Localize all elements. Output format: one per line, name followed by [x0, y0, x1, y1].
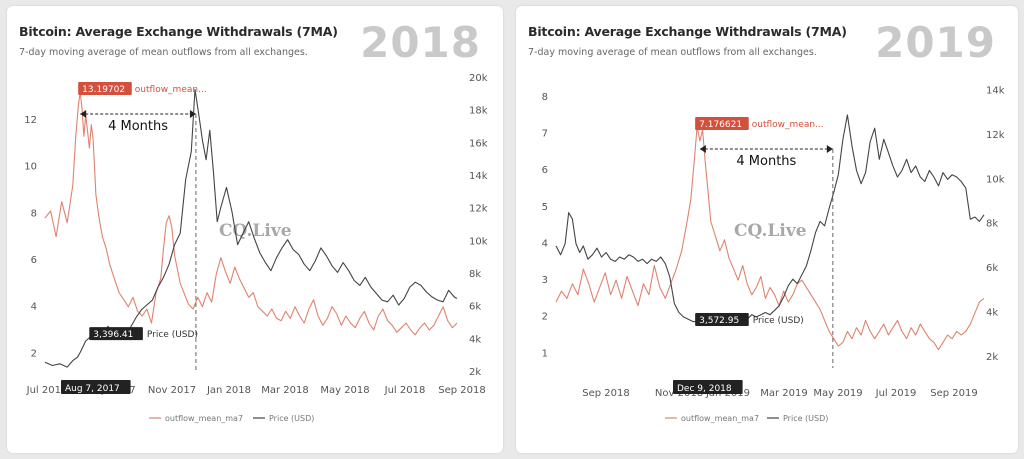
legend-outflow-label: outflow_mean_ma7: [681, 414, 759, 423]
price-value-box: [695, 312, 749, 326]
y-left-tick-label: 7: [542, 129, 548, 140]
x-tick-label: Sep 2019: [930, 388, 977, 399]
y-left-tick-label: 6: [542, 165, 548, 176]
y-left-tick-label: 4: [31, 302, 37, 313]
y-left-tick-label: 10: [24, 162, 37, 173]
y-right-tick-label: 2k: [469, 367, 481, 378]
arrow-head-right: [826, 145, 833, 154]
y-left-tick-label: 4: [542, 238, 548, 249]
chart-panel-2018: Bitcoin: Average Exchange Withdrawals (7…: [7, 6, 503, 453]
y-left-tick-label: 5: [542, 202, 548, 213]
y-right-tick-label: 14k: [469, 171, 488, 182]
arrow-head-left: [80, 110, 87, 118]
price-value-label: 3,572.95: [699, 316, 739, 326]
price-series-line: [555, 114, 985, 325]
x-tick-label: Sep 2018: [438, 385, 485, 396]
x-tick-label: Nov 2017: [148, 385, 196, 396]
peak-series-label: outflow_mean...: [752, 120, 824, 130]
x-tick-label: Mar 2018: [261, 385, 309, 396]
y-right-tick-label: 12k: [469, 204, 488, 215]
y-right-tick-label: 10k: [469, 236, 488, 247]
outflow-series-line: [44, 91, 458, 336]
chart-title: Bitcoin: Average Exchange Withdrawals (7…: [528, 24, 847, 39]
outflow-series-line: [555, 126, 985, 351]
y-right-tick-label: 20k: [469, 73, 488, 84]
annotation-label: 4 Months: [736, 154, 796, 169]
x-tick-label: May 2018: [320, 385, 369, 396]
y-right-tick-label: 18k: [469, 106, 488, 117]
y-left-tick-label: 2: [542, 312, 548, 323]
y-right-tick-label: 8k: [469, 269, 481, 280]
x-tick-label: Jul 2019: [875, 388, 917, 399]
price-series-label: Price (USD): [753, 316, 804, 326]
y-right-tick-label: 4k: [986, 307, 998, 318]
arrow-head-left: [699, 145, 706, 154]
y-left-tick-label: 8: [542, 92, 548, 103]
annotation-label: 4 Months: [108, 119, 168, 134]
x-tick-label: Sep 2018: [582, 388, 629, 399]
price-series-line: [44, 88, 458, 368]
date-label: Aug 7, 2017: [65, 384, 120, 394]
y-right-tick-label: 12k: [986, 130, 1005, 141]
price-value-label: 3,396.41: [93, 330, 133, 340]
x-tick-label: Mar 2019: [760, 388, 808, 399]
y-right-tick-label: 6k: [986, 263, 998, 274]
y-right-tick-label: 10k: [986, 174, 1005, 185]
legend-price-label: Price (USD): [783, 414, 828, 423]
price-series-label: Price (USD): [147, 330, 198, 340]
chart-svg-2018: CQ.Live 2 4 6 8 10 12 2k 4k 6k 8k 10k 12k 14k 16k 18k 20…: [24, 73, 488, 423]
x-tick-label: Jul 2018: [384, 385, 426, 396]
y-right-tick-label: 2k: [986, 352, 998, 363]
watermark-text: CQ.Live: [219, 221, 292, 241]
x-tick-label: May 2019: [813, 388, 862, 399]
x-tick-label: Jan 2018: [206, 385, 251, 396]
y-left-tick-label: 6: [31, 255, 37, 266]
peak-value-label: 7.176621: [699, 120, 742, 130]
legend-price-label: Price (USD): [269, 414, 314, 423]
chart-svg-2019: CQ.Live 1 2 3 4 5 6 7 8 2k 4k 6k 8k 10k 12k 14k Sep 2018…: [542, 85, 1005, 423]
chart-title: Bitcoin: Average Exchange Withdrawals (7…: [19, 24, 338, 39]
x-tick-label: Jul 2017: [26, 385, 68, 396]
peak-series-label: outflow_mean...: [135, 85, 207, 95]
legend-outflow-label: outflow_mean_ma7: [165, 414, 243, 423]
watermark-text: CQ.Live: [734, 221, 807, 241]
chart-subtitle: 7-day moving average of mean outflows fr…: [528, 47, 817, 58]
y-left-tick-label: 3: [542, 275, 548, 286]
year-label: 2018: [360, 18, 481, 67]
price-value-box: [89, 327, 143, 341]
y-left-tick-label: 8: [31, 208, 37, 219]
peak-value-label: 13.19702: [82, 85, 125, 95]
date-box: [61, 380, 131, 394]
y-left-tick-label: 12: [24, 115, 37, 126]
year-label: 2019: [875, 18, 996, 67]
y-left-tick-label: 2: [31, 348, 37, 359]
y-right-tick-label: 6k: [469, 302, 481, 313]
date-box: [673, 380, 743, 394]
date-label: Dec 9, 2018: [677, 384, 732, 394]
y-right-tick-label: 16k: [469, 138, 488, 149]
y-right-tick-label: 14k: [986, 85, 1005, 96]
chart-panel-2019: Bitcoin: Average Exchange Withdrawals (7…: [516, 6, 1018, 453]
y-left-tick-label: 1: [542, 348, 548, 359]
chart-subtitle: 7-day moving average of mean outflows fr…: [19, 47, 308, 58]
peak-value-box: [695, 117, 749, 131]
peak-value-box: [78, 82, 132, 95]
y-right-tick-label: 8k: [986, 219, 998, 230]
y-right-tick-label: 4k: [469, 334, 481, 345]
arrow-head-right: [189, 110, 196, 118]
